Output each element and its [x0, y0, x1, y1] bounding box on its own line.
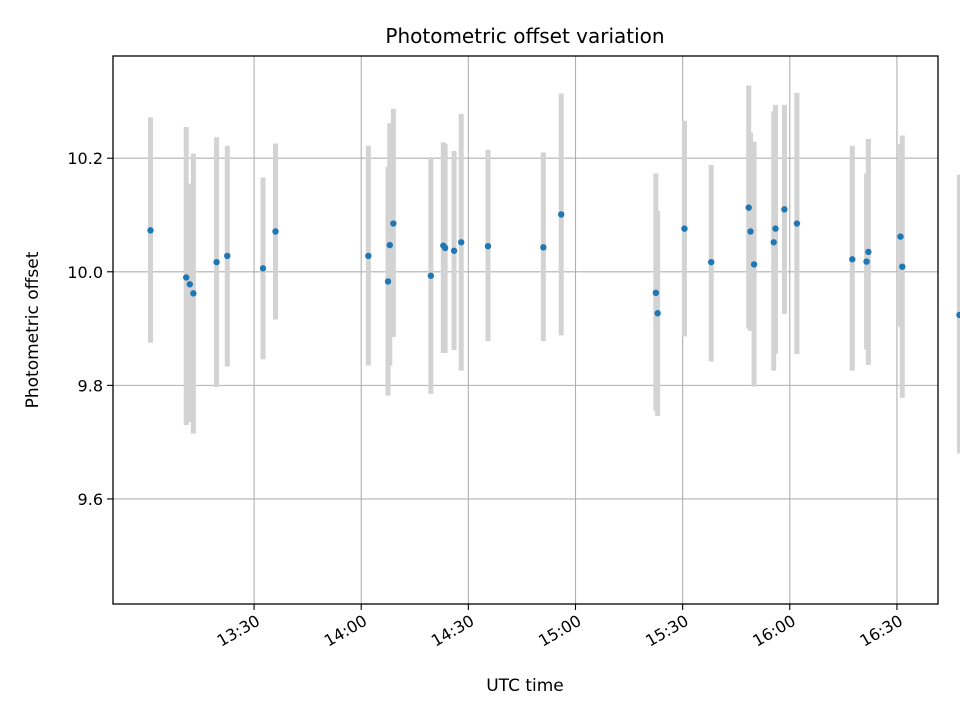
data-point — [186, 281, 193, 288]
data-point — [654, 310, 661, 317]
data-point — [390, 220, 397, 227]
data-point — [849, 256, 856, 263]
y-axis-label: Photometric offset — [23, 251, 43, 408]
data-point — [558, 211, 565, 218]
y-tick-label: 10.0 — [67, 263, 103, 282]
data-point — [708, 258, 715, 266]
data-point — [745, 204, 752, 211]
data-point — [772, 225, 779, 232]
y-tick-label: 10.2 — [67, 149, 103, 168]
y-tick-label: 9.8 — [78, 376, 103, 395]
data-point — [652, 289, 660, 297]
data-point — [897, 233, 904, 240]
y-tick-label: 9.6 — [78, 490, 103, 509]
data-point — [458, 239, 465, 246]
data-point — [750, 261, 758, 268]
data-point — [681, 225, 688, 232]
data-point — [441, 244, 449, 252]
data-point — [793, 220, 801, 227]
data-point — [899, 263, 906, 270]
plot-frame — [112, 55, 939, 605]
data-point — [865, 248, 872, 256]
data-point — [190, 290, 197, 297]
data-point — [781, 206, 788, 213]
data-point — [484, 243, 492, 250]
data-point — [384, 278, 392, 285]
data-point — [863, 258, 870, 265]
data-point — [213, 258, 220, 266]
data-point — [540, 244, 547, 251]
data-point — [427, 272, 435, 279]
data-point — [272, 228, 279, 235]
data-point — [224, 252, 231, 260]
data-point — [183, 274, 190, 281]
chart-title: Photometric offset variation — [385, 24, 664, 48]
data-point — [386, 241, 393, 249]
data-point — [450, 247, 458, 254]
data-point — [365, 252, 372, 260]
data-point — [147, 227, 154, 234]
data-point — [747, 228, 754, 235]
data-points — [147, 204, 960, 319]
x-axis-label: UTC time — [486, 676, 564, 696]
data-point — [770, 239, 777, 246]
data-point — [259, 265, 267, 272]
data-point — [956, 311, 960, 319]
